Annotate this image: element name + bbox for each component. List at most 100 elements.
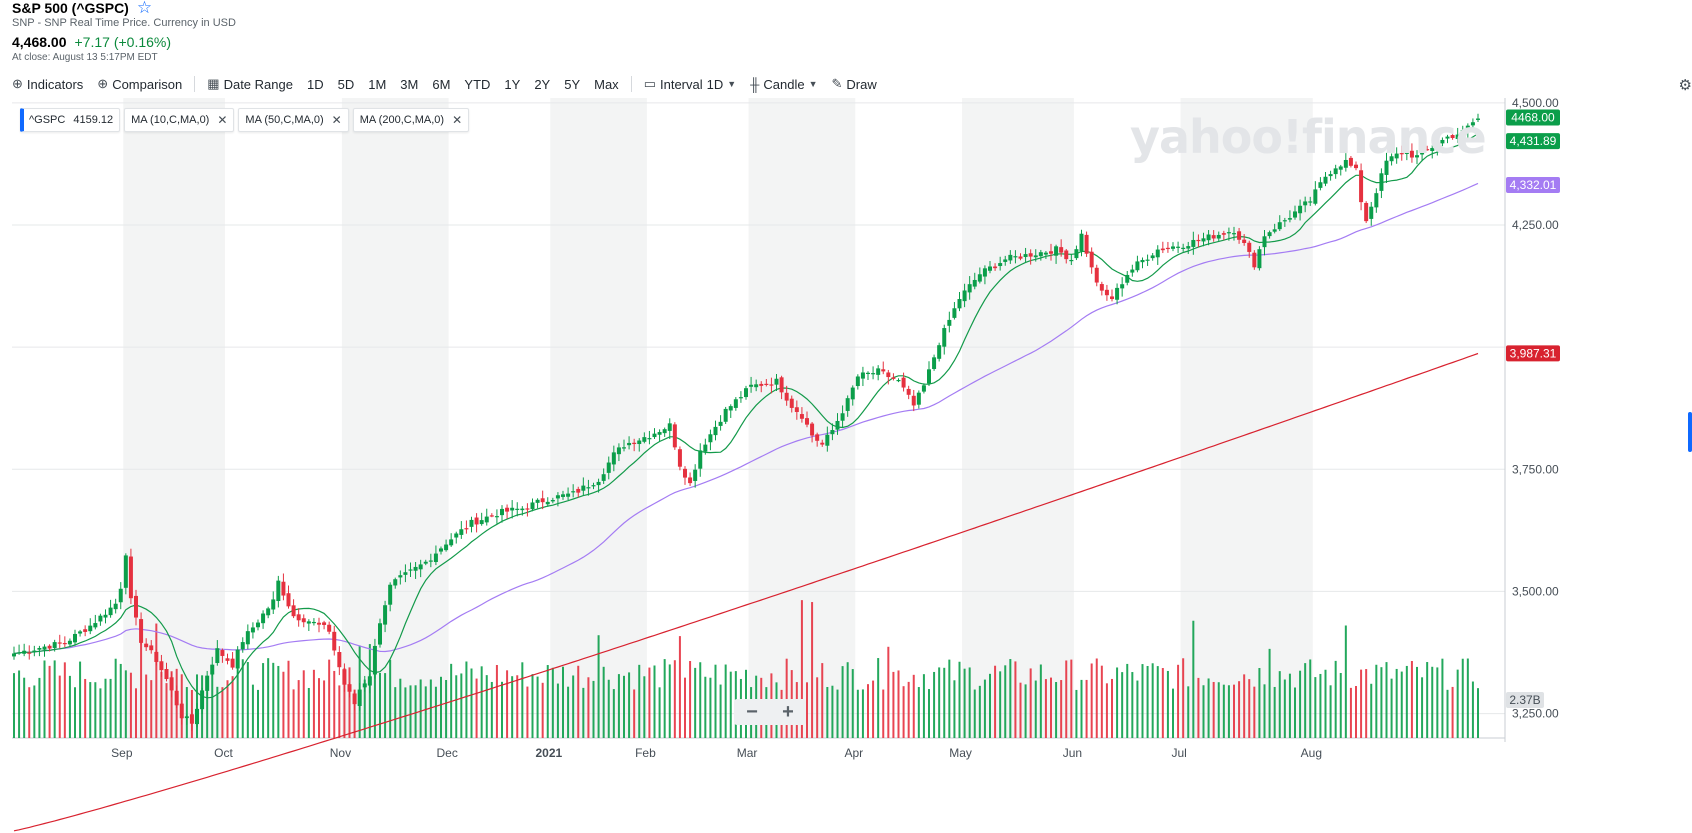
range-max[interactable]: Max xyxy=(594,76,619,92)
volume-bar xyxy=(1004,665,1007,738)
candle-body xyxy=(744,388,748,398)
volume-bar xyxy=(628,672,631,738)
close-icon[interactable]: ✕ xyxy=(331,113,342,127)
gear-icon[interactable]: ⚙ xyxy=(1678,77,1692,94)
volume-bar xyxy=(1268,648,1271,738)
candle-body xyxy=(281,581,286,596)
volume-bar xyxy=(68,675,71,738)
volume-bar xyxy=(74,687,76,738)
candlestick-chart[interactable]: 4,500.00 4,250.00 3,750.00 3,500.00 3,250.00… xyxy=(0,98,1692,833)
volume-bar xyxy=(1029,668,1032,738)
candle-body xyxy=(1425,149,1430,151)
candle-body xyxy=(703,444,708,452)
volume-bar xyxy=(816,677,819,738)
candle-body xyxy=(301,618,306,623)
range-3m[interactable]: 3M xyxy=(400,76,419,92)
volume-bar xyxy=(1014,661,1017,738)
volume-bar xyxy=(287,660,290,738)
scroll-handle[interactable] xyxy=(1688,412,1692,452)
chart-type-dropdown[interactable]: ╫ Candle ▼ xyxy=(743,72,824,96)
candle-body xyxy=(179,703,184,719)
calendar-icon: ▦ xyxy=(207,76,220,91)
range-2y[interactable]: 2Y xyxy=(534,76,551,92)
volume-bar xyxy=(1126,663,1129,738)
y-tick-label: 4,500.00 xyxy=(1512,98,1559,110)
candle-body xyxy=(205,675,210,691)
range-1y[interactable]: 1Y xyxy=(504,76,521,92)
volume-bar xyxy=(38,677,41,738)
candle-body xyxy=(347,684,352,692)
range-1m[interactable]: 1M xyxy=(368,76,387,92)
candle-body xyxy=(657,432,662,435)
volume-bar xyxy=(1075,689,1078,738)
candle-body xyxy=(388,584,393,605)
volume-bar xyxy=(170,671,173,738)
volume-bar xyxy=(1380,667,1383,738)
volume-bar xyxy=(582,687,585,738)
candle-body xyxy=(230,658,235,668)
volume-bar xyxy=(501,681,503,738)
pill-ma10[interactable]: MA (10,C,MA,0) ✕ xyxy=(124,108,235,132)
candle-body xyxy=(754,384,759,388)
volume-bar xyxy=(465,661,468,738)
comparison-button[interactable]: ⊕ Comparison xyxy=(90,72,189,96)
volume-bar xyxy=(53,660,56,738)
candle-body xyxy=(566,493,571,497)
volume-bar xyxy=(872,680,875,738)
volume-bar xyxy=(165,683,168,738)
close-icon[interactable]: ✕ xyxy=(452,113,463,127)
candle-body xyxy=(12,653,16,657)
candle-body xyxy=(449,539,454,546)
star-icon[interactable]: ☆ xyxy=(136,0,153,17)
candle-body xyxy=(1252,252,1257,268)
range-ytd[interactable]: YTD xyxy=(464,76,491,92)
zoom-in-button[interactable]: + xyxy=(782,700,794,723)
range-1d[interactable]: 1D xyxy=(306,76,324,92)
candle-body xyxy=(474,517,479,525)
x-tick-label: Aug xyxy=(1301,746,1322,760)
candle-body xyxy=(1196,239,1201,242)
pill-ma50[interactable]: MA (50,C,MA,0) ✕ xyxy=(238,108,349,132)
pill-ma200[interactable]: MA (200,C,MA,0) ✕ xyxy=(352,108,470,132)
range-6m[interactable]: 6M xyxy=(432,76,451,92)
volume-bar xyxy=(623,675,625,738)
date-range-button[interactable]: ▦ Date Range xyxy=(200,72,300,96)
candle-body xyxy=(942,328,947,347)
candle-body xyxy=(428,560,433,562)
candle-body xyxy=(871,373,876,375)
range-5d[interactable]: 5D xyxy=(337,76,355,92)
pill-gspc[interactable]: ^GSPC 4159.12 xyxy=(20,108,121,132)
volume-bar xyxy=(521,662,524,738)
candle-body xyxy=(977,274,982,282)
close-icon[interactable]: ✕ xyxy=(217,113,228,127)
candle-body xyxy=(403,572,408,575)
volume-bar xyxy=(1431,666,1434,738)
volume-bar xyxy=(704,676,707,738)
candle-body xyxy=(1308,201,1313,203)
volume-bar xyxy=(1161,668,1164,738)
candle-body xyxy=(886,372,891,378)
zoom-out-button[interactable]: − xyxy=(746,700,758,723)
candle-body xyxy=(1033,255,1038,258)
volume-bar xyxy=(145,674,148,738)
range-5y[interactable]: 5Y xyxy=(564,76,581,92)
candle-body xyxy=(322,622,327,625)
candle-body xyxy=(367,676,372,686)
volume-bar xyxy=(1446,689,1449,738)
candle-body xyxy=(159,661,164,671)
volume-bar xyxy=(48,665,51,738)
volume-bar xyxy=(1121,672,1124,738)
volume-bar xyxy=(211,670,214,738)
volume-bar xyxy=(882,689,885,738)
volume-bar xyxy=(1248,679,1251,738)
volume-bar xyxy=(1324,669,1327,738)
draw-button[interactable]: ✎ Draw xyxy=(825,72,884,96)
candle-body xyxy=(749,384,754,387)
candle-body xyxy=(1257,249,1262,269)
indicators-button[interactable]: ⊕ Indicators xyxy=(0,72,90,96)
candle-body xyxy=(1125,274,1130,283)
volume-bar xyxy=(709,677,712,738)
volume-bar xyxy=(399,678,402,738)
interval-dropdown[interactable]: ▭ Interval 1D ▼ xyxy=(637,72,743,96)
candle-body xyxy=(510,507,515,511)
